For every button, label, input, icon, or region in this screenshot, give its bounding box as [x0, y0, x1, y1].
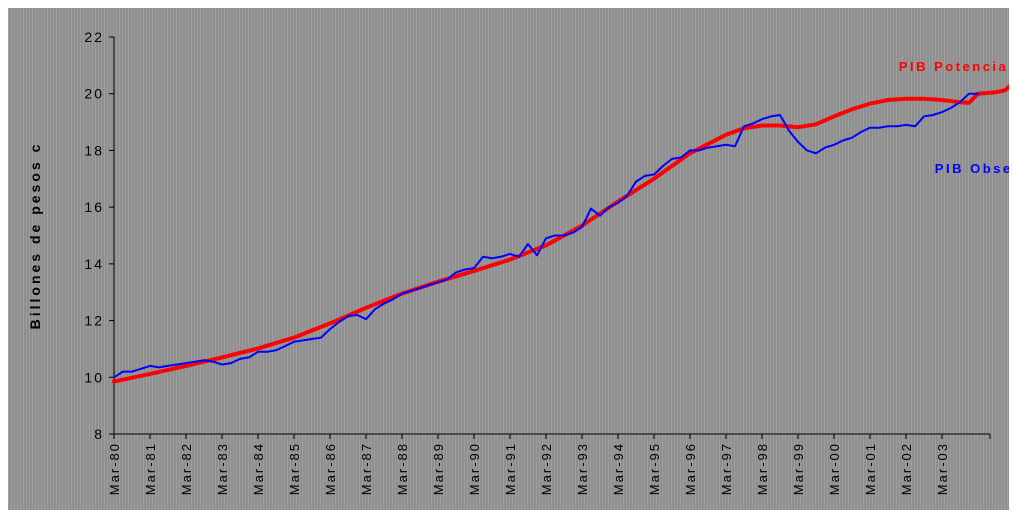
y-tick-label: 14 — [84, 256, 104, 272]
y-tick-label: 22 — [84, 29, 104, 45]
x-tick-label: Mar-85 — [287, 442, 302, 495]
x-tick-label: Mar-87 — [359, 442, 374, 495]
chart-area: 8 10 12 14 16 18 20 22 Mar-80 Mar-81 Mar-82 Mar-83 M… — [8, 8, 1009, 510]
x-tick-label: Mar-86 — [323, 442, 338, 495]
line-chart: 8 10 12 14 16 18 20 22 Mar-80 Mar-81 Mar-82 Mar-83 M… — [27, 29, 1009, 495]
x-tick-label: Mar-97 — [719, 442, 734, 495]
x-tick-label: Mar-89 — [431, 442, 446, 495]
x-tick-label: Mar-90 — [467, 442, 482, 495]
x-tick-label: Mar-81 — [143, 442, 158, 495]
y-tick-label: 20 — [84, 86, 104, 102]
x-tick-label: Mar-96 — [683, 442, 698, 495]
y-tick-label: 18 — [84, 142, 104, 158]
x-tick-label: Mar-82 — [179, 442, 194, 495]
x-tick-label: Mar-83 — [215, 442, 230, 495]
y-tick-label: 10 — [84, 369, 104, 385]
y-tick-label: 12 — [84, 313, 104, 329]
series-label-pib-potencial: PIB Potencial — [899, 59, 1009, 74]
y-axis-title: Billones de pesos c — [27, 142, 43, 330]
series-line-pib-observado — [113, 92, 979, 379]
x-tick-label: Mar-93 — [575, 442, 590, 495]
x-tick-label: Mar-91 — [503, 442, 518, 495]
x-tick-label: Mar-98 — [755, 442, 770, 495]
x-tick-label: Mar-99 — [791, 442, 806, 495]
y-tick-label: 8 — [94, 426, 104, 442]
x-tick-label: Mar-92 — [539, 442, 554, 495]
x-tick-label: Mar-80 — [107, 442, 122, 495]
x-tick-label: Mar-01 — [863, 442, 878, 495]
x-tick-label: Mar-84 — [251, 442, 266, 495]
x-tick-label: Mar-88 — [395, 442, 410, 495]
plot-area: 8 10 12 14 16 18 20 22 Mar-80 Mar-81 Mar-82 Mar-83 M… — [27, 29, 1009, 495]
x-tick-label: Mar-02 — [899, 442, 914, 495]
x-tick-label: Mar-00 — [827, 442, 842, 495]
x-tick-label: Mar-94 — [611, 442, 626, 495]
x-tick-label: Mar-03 — [935, 442, 950, 495]
x-tick-label: Mar-95 — [647, 442, 662, 495]
series-label-pib-observado: PIB Observado — [935, 161, 1009, 176]
y-tick-label: 16 — [84, 199, 104, 215]
